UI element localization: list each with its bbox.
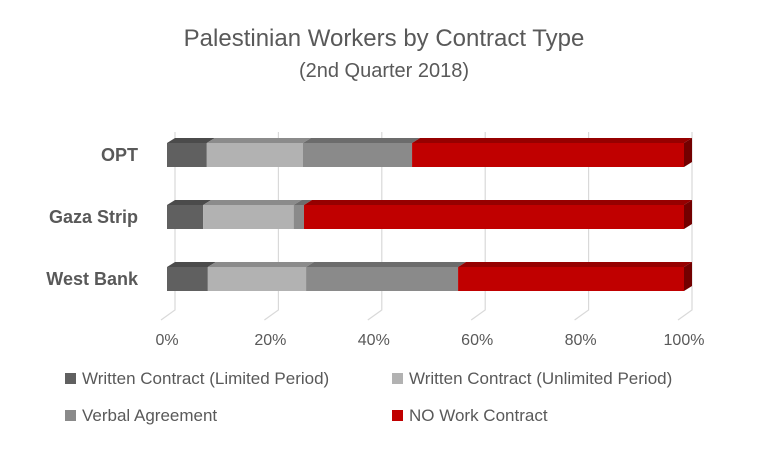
bar-segment [167,267,208,291]
bar-segment [293,205,305,229]
bar-segment [302,143,413,167]
bar-segment [458,267,684,291]
legend-swatch [392,410,403,421]
x-tick-label: 60% [461,332,493,349]
gridline [367,132,383,321]
bar-segment [206,143,303,167]
gridline [160,132,176,321]
x-tick-label: 20% [254,332,286,349]
legend-label: Written Contract (Unlimited Period) [409,369,672,388]
category-label: OPT [101,145,138,165]
chart-subtitle: (2nd Quarter 2018) [299,60,469,82]
bar-side [684,200,692,229]
bar-top-verbal-agreement [293,200,313,205]
chart-title: Palestinian Workers by Contract Type [184,25,585,52]
legend-swatch [65,373,76,384]
legend-label: Written Contract (Limited Period) [82,369,329,388]
bar-top-written-contract-unlimited-period- [207,262,315,267]
bar-top-written-contract-unlimited-period- [206,138,311,143]
bar-top-no-work-contract [304,200,692,205]
legend-swatch [392,373,403,384]
bar-top-written-contract-limited-period- [167,262,216,267]
bar-side [684,262,692,291]
bar-top-written-contract-limited-period- [167,200,212,205]
bar-top-no-work-contract [458,262,692,267]
bar-segment [306,267,459,291]
bar-top-verbal-agreement [302,138,421,143]
gridline [264,132,279,321]
category-label: Gaza Strip [49,207,138,227]
legend-label: Verbal Agreement [82,406,217,425]
bar-segment [207,267,307,291]
x-tick-label: 0% [155,332,178,349]
bar-top-no-work-contract [412,138,692,143]
bar-side [684,138,692,167]
gridline [677,132,693,321]
bar-segment [304,205,684,229]
legend-swatch [65,410,76,421]
x-tick-label: 80% [565,332,597,349]
bar-segment [412,143,684,167]
x-tick-label: 100% [664,332,705,349]
bar-top-verbal-agreement [306,262,467,267]
category-label: West Bank [46,269,139,289]
gridline [470,132,486,321]
x-tick-label: 40% [358,332,390,349]
legend-label: NO Work Contract [409,406,548,425]
bar-top-written-contract-limited-period- [167,138,215,143]
bar-segment [167,143,207,167]
gridline [574,132,590,321]
bar-segment [167,205,204,229]
bar-top-written-contract-unlimited-period- [203,200,302,205]
bar-segment [203,205,294,229]
